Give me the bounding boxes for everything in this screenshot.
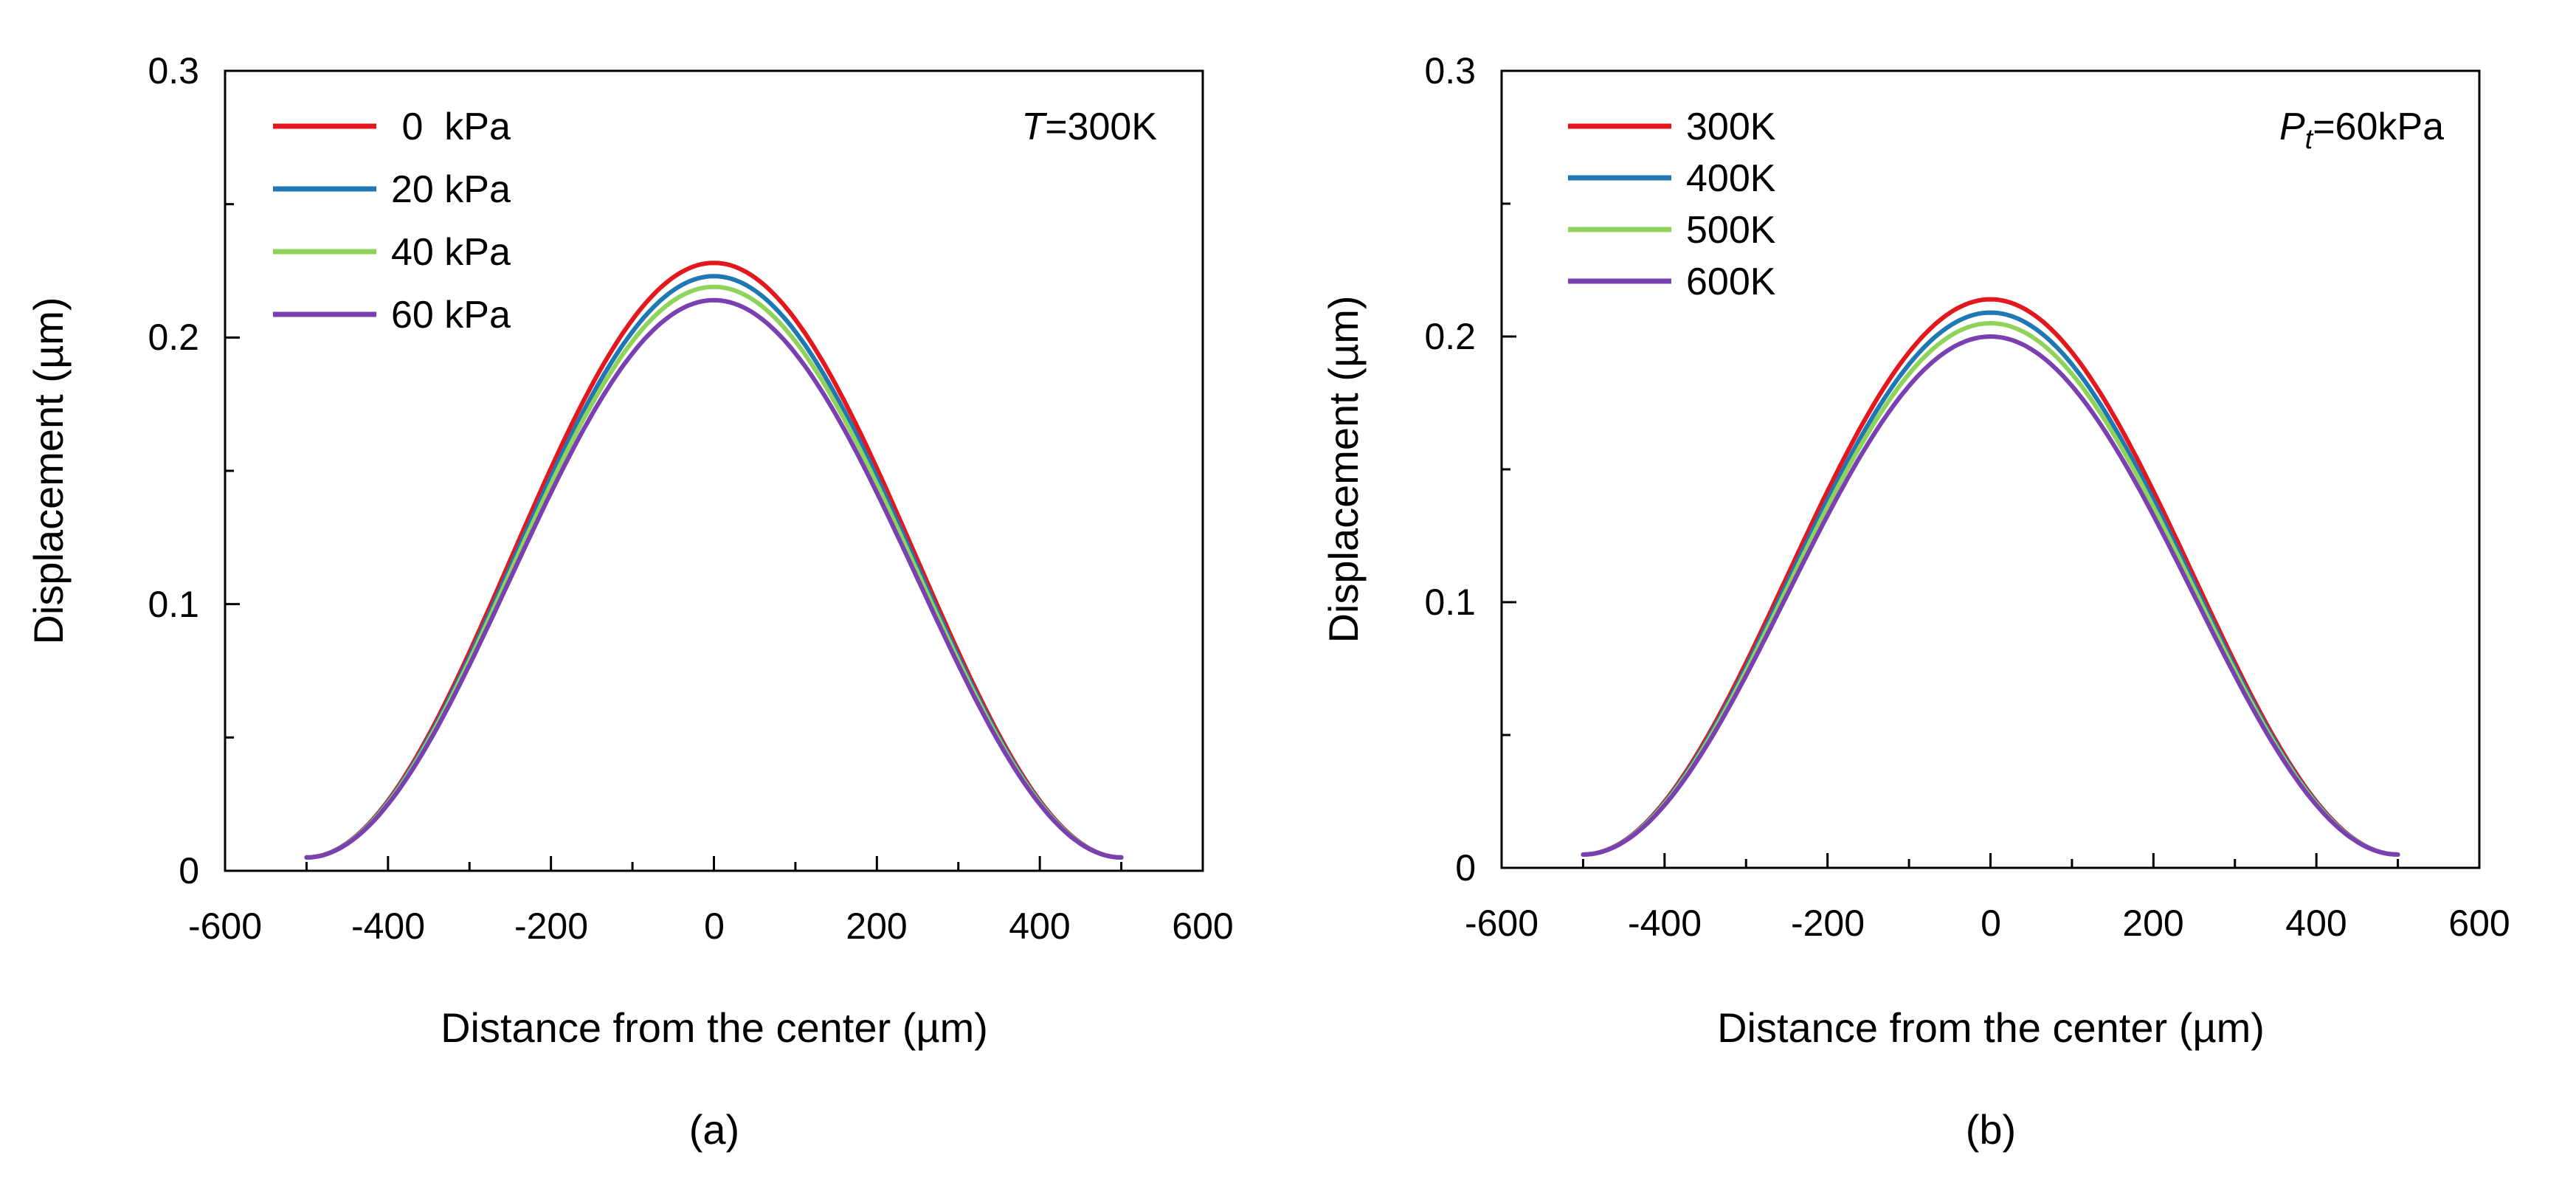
series-line <box>304 274 1124 860</box>
x-tick-label: 200 <box>2122 903 2183 944</box>
panel-a-x-tick-labels: -600 -400 -200 0 200 400 600 <box>188 905 1234 947</box>
panel-b: -600 -400 -200 0 200 400 600 0 0.1 0.2 0… <box>1320 50 2510 1153</box>
x-tick-label: 200 <box>846 905 907 947</box>
legend-label: 500K <box>1686 209 1776 252</box>
panel-b-caption: (b) <box>1966 1106 2016 1153</box>
legend-label: 40 kPa <box>391 231 511 274</box>
panel-b-y-axis-title: Displacement (µm) <box>1320 295 1367 643</box>
panel-b-plot-frame <box>1500 69 2481 869</box>
series-line <box>304 284 1124 860</box>
panel-a-condition-label: T=300K <box>1021 106 1157 148</box>
x-tick-label: -200 <box>514 905 588 947</box>
y-tick-label: 0.3 <box>148 50 199 92</box>
legend-label: 60 kPa <box>391 294 511 337</box>
panel-b-curves <box>1581 297 2400 857</box>
series-line <box>304 297 1124 860</box>
panel-a: -600 -400 -200 0 200 400 600 0 0.1 0.2 0… <box>25 50 1234 1153</box>
x-tick-label: -600 <box>1465 903 1539 944</box>
legend-label: 300K <box>1686 106 1776 148</box>
panel-a-ticks <box>224 69 1204 872</box>
panel-b-y-tick-labels: 0 0.1 0.2 0.3 <box>1424 50 1476 889</box>
panel-b-x-tick-labels: -600 -400 -200 0 200 400 600 <box>1465 903 2510 944</box>
panel-a-y-tick-labels: 0 0.1 0.2 0.3 <box>148 50 199 891</box>
y-tick-label: 0.1 <box>1424 582 1476 623</box>
y-tick-label: 0.3 <box>1424 50 1476 92</box>
legend-label: 600K <box>1686 261 1776 303</box>
series-line <box>1581 321 2400 857</box>
panel-b-x-axis-title: Distance from the center (µm) <box>1717 1004 2265 1051</box>
panel-a-curves <box>304 261 1124 860</box>
legend-label: 400K <box>1686 157 1776 200</box>
panel-a-legend: 0 kPa 20 kPa 40 kPa 60 kPa <box>273 106 511 337</box>
y-tick-label: 0.2 <box>148 317 199 358</box>
legend-label: 0 kPa <box>391 106 511 148</box>
series-line <box>1581 334 2400 857</box>
series-line <box>304 261 1124 860</box>
x-tick-label: 600 <box>2448 903 2510 944</box>
x-tick-label: -600 <box>188 905 262 947</box>
x-tick-label: -400 <box>1628 903 1702 944</box>
x-tick-label: -200 <box>1791 903 1865 944</box>
x-tick-label: 0 <box>1981 903 2001 944</box>
x-tick-label: 0 <box>704 905 725 947</box>
x-tick-label: 400 <box>1009 905 1070 947</box>
x-tick-label: 400 <box>2285 903 2347 944</box>
y-tick-label: 0 <box>179 850 199 891</box>
series-line <box>1581 310 2400 857</box>
panel-a-caption: (a) <box>689 1106 739 1153</box>
panel-b-condition-label: Pt=60kPa <box>2279 106 2444 155</box>
panel-b-legend: 300K 400K 500K 600K <box>1568 106 1776 303</box>
series-line <box>1581 297 2400 857</box>
x-tick-label: -400 <box>351 905 425 947</box>
y-tick-label: 0.1 <box>148 584 199 625</box>
y-tick-label: 0 <box>1455 847 1476 889</box>
legend-label: 20 kPa <box>391 168 511 211</box>
x-tick-label: 600 <box>1172 905 1233 947</box>
panel-a-y-axis-title: Displacement (µm) <box>25 297 72 644</box>
panel-b-ticks <box>1500 69 2481 869</box>
panel-a-x-axis-title: Distance from the center (µm) <box>441 1004 988 1051</box>
y-tick-label: 0.2 <box>1424 316 1476 357</box>
